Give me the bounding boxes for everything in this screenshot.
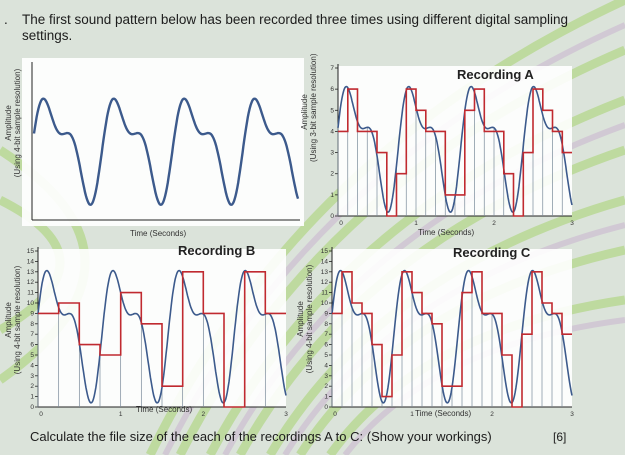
recording-c-title: Recording C	[453, 245, 531, 260]
y-tick-label: 3	[324, 373, 328, 380]
question-number: .	[4, 12, 8, 27]
y-tick-label: 5	[330, 107, 334, 114]
y-tick-label: 9	[324, 310, 328, 317]
y-tick-label: 4	[330, 128, 334, 135]
y-tick-label: 13	[27, 269, 35, 276]
y-tick-label: 6	[324, 342, 328, 349]
analogue-wave-curve	[337, 85, 573, 213]
x-tick-label: 2	[492, 220, 496, 227]
y-tick-label: 6	[330, 86, 334, 93]
y-tick-label: 8	[30, 321, 34, 328]
original-x-axis-label: Time (Seconds)	[130, 229, 187, 238]
y-tick-label: 14	[321, 258, 329, 265]
y-tick-label: 14	[27, 258, 35, 265]
y-tick-label: 0	[30, 404, 34, 411]
recording-a-y-axis-label: Amplitude (Using 3-bit sample resolution…	[300, 53, 318, 163]
y-tick-label: 11	[321, 290, 328, 297]
y-tick-label: 1	[330, 192, 334, 199]
recording-b-title: Recording B	[178, 243, 256, 258]
original-wave-curve	[32, 97, 300, 206]
x-tick-label: 0	[39, 411, 43, 418]
y-tick-label: 2	[30, 383, 34, 390]
y-tick-label: 12	[27, 279, 35, 286]
x-tick-label: 3	[284, 411, 288, 418]
original-y-axis-label: Amplitude (Using 4-bit sample resolution…	[4, 68, 22, 178]
y-tick-label: 2	[330, 171, 334, 178]
original-wave-panel	[22, 58, 304, 226]
recording-a-title: Recording A	[457, 67, 534, 82]
recording-c-y-axis-label: Amplitude (Using 4-bit sample resolution…	[296, 264, 314, 374]
x-tick-label: 1	[410, 411, 414, 418]
x-tick-label: 1	[119, 411, 123, 418]
recording-a-x-axis-label: Time (Seconds)	[418, 228, 475, 237]
x-tick-label: 3	[570, 411, 574, 418]
y-tick-label: 8	[324, 321, 328, 328]
x-tick-label: 1	[414, 220, 418, 227]
recording-b-y-axis-label: Amplitude (Using 4-bit sample resolution…	[4, 265, 22, 375]
recording-c-x-axis-label: Time (Seconds)	[415, 409, 472, 418]
x-tick-label: 2	[490, 411, 494, 418]
question-intro: The first sound pattern below has been r…	[22, 12, 569, 43]
y-tick-label: 3	[330, 150, 334, 157]
y-tick-label: 0	[324, 404, 328, 411]
y-tick-label: 15	[321, 248, 329, 255]
y-tick-label: 13	[321, 269, 329, 276]
y-tick-label: 7	[30, 331, 34, 338]
y-tick-label: 11	[27, 290, 34, 297]
y-tick-label: 5	[30, 352, 34, 359]
y-tick-label: 10	[27, 300, 35, 307]
original-wave-plot	[22, 58, 304, 226]
recording-c-panel: 0 1 2 3 4 5 6 7 8 9 10 11 12 13 14 15 0 1 2 3	[316, 241, 578, 421]
y-tick-label: 10	[321, 300, 329, 307]
y-tick-label: 1	[324, 394, 328, 401]
y-tick-label: 15	[27, 248, 35, 255]
y-tick-label: 7	[330, 65, 334, 72]
sampled-wave-curve	[332, 271, 572, 408]
y-tick-label: 2	[324, 383, 328, 390]
sampled-wave-curve	[338, 88, 572, 217]
x-tick-label: 2	[202, 411, 206, 418]
y-tick-label: 6	[30, 342, 34, 349]
y-tick-label: 3	[30, 373, 34, 380]
question-prompt: Calculate the file size of the each of t…	[30, 429, 492, 444]
y-tick-label: 1	[30, 394, 34, 401]
y-tick-label: 5	[324, 352, 328, 359]
recording-a-panel: 0 1 2 3 4 5 6 7 0 1 2 3	[322, 58, 578, 228]
marks-badge: [6]	[553, 430, 567, 444]
recording-b-x-axis-label: Time (Seconds)	[136, 405, 193, 414]
y-tick-label: 12	[321, 279, 329, 286]
y-tick-label: 4	[324, 362, 328, 369]
x-tick-label: 0	[333, 411, 337, 418]
y-tick-label: 9	[30, 310, 34, 317]
sampled-wave-curve	[38, 271, 286, 408]
y-tick-label: 4	[30, 362, 34, 369]
y-tick-label: 7	[324, 331, 328, 338]
y-tick-label: 0	[330, 213, 334, 220]
x-tick-label: 0	[339, 220, 343, 227]
x-tick-label: 3	[570, 220, 574, 227]
recording-b-panel: 0 1 2 3 4 5 6 7 8 9 10 11 12 13 14 15 0 1 2 3	[22, 241, 292, 421]
recording-a-plot: 0 1 2 3 4 5 6 7 0 1 2 3	[330, 64, 574, 227]
